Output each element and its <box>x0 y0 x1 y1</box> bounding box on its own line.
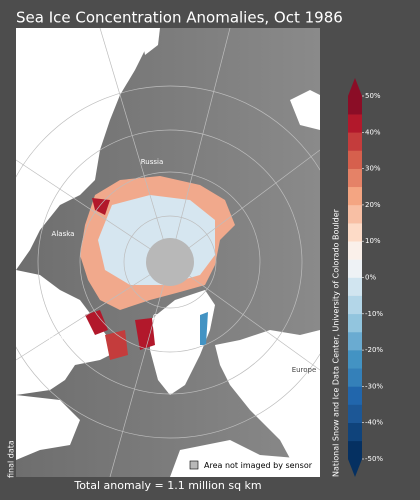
total-anomaly: Total anomaly = 1.1 million sq km <box>73 479 261 492</box>
colorbar-segment <box>348 331 362 351</box>
colorbar-segment <box>348 223 362 242</box>
colorbar-tick-label: 10% <box>365 237 381 245</box>
colorbar-segment <box>348 440 362 460</box>
colorbar-segment <box>348 168 362 188</box>
colorbar-segment <box>348 96 362 115</box>
legend-text: Area not imaged by sensor <box>204 461 313 470</box>
colorbar-segment <box>348 350 362 369</box>
colorbar-arrow <box>348 78 362 96</box>
colorbar-tick-label: 50% <box>365 92 381 100</box>
colorbar-tick-label: -20% <box>365 346 383 354</box>
colorbar: 50% 40% 30% 20% 10% 0% -10% -20% -30% -40% -50% <box>348 78 383 477</box>
status: final data <box>7 440 16 478</box>
colorbar-tick-label: -40% <box>365 419 383 427</box>
credit: National Snow and Ice Data Center, Unive… <box>332 208 341 477</box>
region-label: Europe <box>292 366 317 374</box>
colorbar-segment <box>348 386 362 405</box>
colorbar-tick-label: 0% <box>365 274 376 282</box>
colorbar-segment <box>348 132 362 151</box>
colorbar-segment <box>348 313 362 333</box>
colorbar-arrow <box>348 459 362 477</box>
map <box>16 28 320 477</box>
colorbar-segment <box>348 404 362 423</box>
colorbar-tick-label: 20% <box>365 201 381 209</box>
colorbar-segment <box>348 186 362 206</box>
region-label: Canada <box>37 334 64 342</box>
colorbar-tick-label: 30% <box>365 165 381 173</box>
colorbar-segment <box>348 241 362 260</box>
region-label: Russia <box>141 158 164 166</box>
legend-swatch <box>189 460 199 470</box>
colorbar-tick-label: -10% <box>365 310 383 318</box>
colorbar-segment <box>348 277 362 296</box>
colorbar-segment <box>348 150 362 169</box>
colorbar-segment <box>348 295 362 315</box>
colorbar-segment <box>348 259 362 278</box>
colorbar-segment <box>348 114 362 133</box>
title: Sea Ice Concentration Anomalies, Oct 198… <box>16 9 343 27</box>
region-label: Greenland <box>153 313 189 321</box>
colorbar-segment <box>348 204 362 224</box>
colorbar-tick-label: -30% <box>365 382 383 390</box>
region-label: Alaska <box>52 230 75 238</box>
colorbar-segment <box>348 422 362 442</box>
colorbar-tick-label: 40% <box>365 128 381 136</box>
colorbar-segment <box>348 368 362 387</box>
colorbar-tick-label: -50% <box>365 455 383 463</box>
